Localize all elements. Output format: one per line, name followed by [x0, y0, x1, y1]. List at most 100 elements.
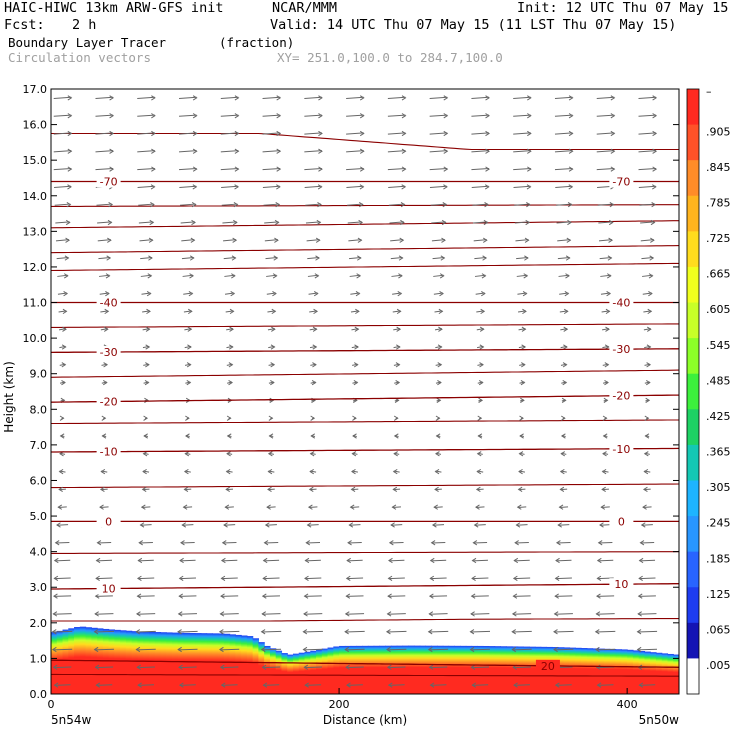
vector-shaft: [180, 221, 196, 224]
vector-head: [318, 166, 323, 172]
vector-head: [359, 113, 365, 119]
tracer-column: [569, 647, 576, 694]
vector-shaft: [54, 577, 71, 580]
vector-head: [401, 113, 407, 119]
vector-shaft: [596, 167, 615, 171]
vector-head: [223, 522, 228, 528]
vector-head: [647, 308, 653, 315]
vector-head: [94, 664, 100, 670]
vector-head: [151, 95, 156, 101]
contour-label: -40: [100, 297, 118, 310]
vector-shaft: [554, 613, 573, 615]
vector-head: [229, 308, 235, 315]
vector-head: [230, 291, 236, 297]
vector-head: [143, 433, 148, 439]
y-tick-label: 14.0: [23, 190, 48, 203]
tracer-column: [448, 645, 455, 694]
tracer-column: [517, 646, 525, 694]
vector-shaft: [222, 541, 237, 544]
vector-shaft: [307, 256, 320, 260]
tracer-column: [367, 645, 375, 694]
vector-shaft: [471, 666, 490, 669]
vector-shaft: [136, 648, 156, 651]
vector-head: [184, 451, 190, 457]
vector-shaft: [472, 559, 488, 562]
vector-shaft: [638, 595, 656, 597]
vector-head: [233, 219, 238, 226]
vector-head: [527, 166, 532, 172]
vector-head: [391, 504, 397, 510]
vector-shaft: [471, 167, 490, 171]
vector-head: [652, 130, 658, 137]
vector-head: [638, 575, 643, 581]
tracer-column: [638, 650, 646, 694]
vector-head: [187, 308, 193, 315]
vector-head: [359, 166, 365, 172]
tracer-column: [131, 631, 139, 694]
y-tick-label: 12.0: [23, 261, 48, 274]
vector-shaft: [350, 506, 360, 508]
vector-head: [313, 308, 319, 315]
vector-shaft: [431, 541, 446, 544]
vector-head: [318, 95, 323, 101]
vector-shaft: [137, 132, 155, 135]
vector-shaft: [470, 630, 491, 633]
vector-shaft: [305, 221, 321, 224]
tracer-column: [275, 650, 283, 694]
vector-head: [485, 148, 490, 154]
vector-head: [604, 379, 609, 386]
contour-label-bg: [96, 395, 121, 408]
vector-head: [181, 522, 187, 528]
tracer-column: [264, 645, 271, 694]
vector-shaft: [304, 114, 322, 117]
vector-head: [228, 344, 234, 350]
vector-shaft: [512, 648, 532, 651]
vector-shaft: [513, 185, 531, 188]
vector-head: [178, 682, 184, 688]
tracer-column: [171, 632, 179, 694]
tracer-column: [523, 646, 530, 694]
vector-shaft: [638, 150, 657, 153]
vector-shaft: [638, 185, 656, 188]
vector-head: [105, 291, 110, 297]
vector-head: [438, 308, 444, 315]
vector-head: [476, 451, 482, 457]
vector-head: [429, 575, 435, 581]
isentrope-line: [51, 323, 679, 328]
vector-shaft: [597, 684, 614, 686]
vector-shaft: [391, 524, 403, 526]
vector-head: [270, 379, 275, 386]
field-name: Boundary Layer Tracer: [8, 35, 167, 50]
vector-shaft: [180, 559, 196, 562]
vector-head: [564, 291, 570, 297]
vector-shaft: [95, 613, 114, 615]
vector-shaft: [52, 630, 73, 633]
vector-shaft: [512, 630, 532, 633]
vector-head: [596, 575, 602, 581]
vector-shaft: [429, 114, 448, 117]
tracer-column: [321, 648, 329, 694]
vector-shaft: [221, 577, 238, 580]
contour-label-bg: [609, 578, 634, 591]
x-left-endpoint: 5n54w: [51, 713, 92, 727]
vector-shaft: [555, 203, 572, 206]
vector-head: [471, 557, 477, 564]
vector-head: [67, 148, 73, 154]
vector-head: [650, 237, 655, 243]
vector-head: [309, 451, 315, 457]
vector-head: [471, 575, 476, 581]
vector-head: [605, 308, 611, 315]
vector-shaft: [554, 648, 574, 651]
isentrope-lines: [51, 132, 679, 677]
vector-head: [594, 629, 600, 635]
vector-shaft: [139, 541, 153, 544]
tracer-column: [379, 645, 386, 694]
vector-shaft: [220, 613, 239, 615]
vector-head: [518, 468, 523, 475]
tracer-fill-layer: [51, 626, 679, 694]
tracer-column: [108, 629, 115, 694]
vector-head: [312, 344, 318, 350]
vector-head: [61, 362, 67, 368]
vector-head: [485, 130, 490, 137]
